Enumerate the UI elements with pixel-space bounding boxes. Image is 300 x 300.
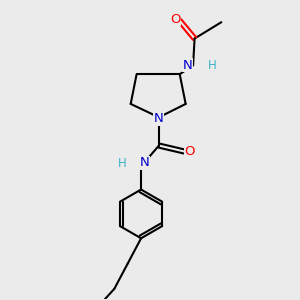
Text: N: N <box>140 156 149 169</box>
Text: N: N <box>154 112 164 125</box>
Text: O: O <box>170 13 181 26</box>
Text: H: H <box>117 157 126 170</box>
Text: O: O <box>184 145 195 158</box>
Text: N: N <box>182 59 192 72</box>
Text: H: H <box>208 59 217 72</box>
